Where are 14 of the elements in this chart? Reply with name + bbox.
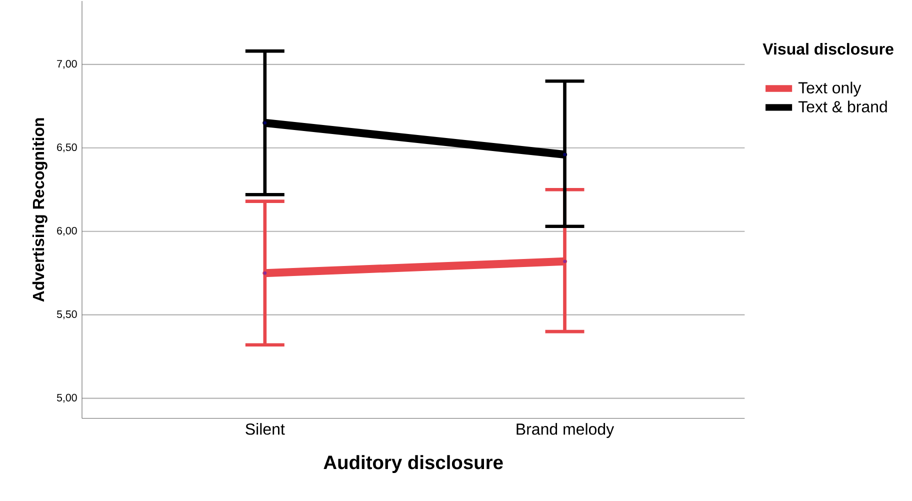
y-tick-label: 6,50 xyxy=(57,144,77,152)
y-tick-label: 5,00 xyxy=(56,394,77,403)
point xyxy=(262,120,268,126)
y-tick-label: 6,00 xyxy=(57,226,77,236)
legend-label: Text only xyxy=(798,82,862,97)
legend-title: Visual disclosure xyxy=(762,42,894,55)
x-axis-title: Auditory disclosure xyxy=(324,455,503,474)
y-axis-title: Advertising Recognition xyxy=(32,118,48,302)
y-tick-label: 7,00 xyxy=(57,60,77,69)
x-tick-label: Silent xyxy=(246,423,285,435)
point xyxy=(262,270,268,276)
y-tick-label: 5,50 xyxy=(56,310,77,320)
x-tick-label: Brand melody xyxy=(516,423,614,438)
legend-label: Text & brand xyxy=(798,100,887,112)
